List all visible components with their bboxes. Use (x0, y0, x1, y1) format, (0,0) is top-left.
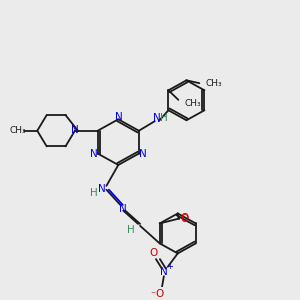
Text: O: O (156, 289, 164, 299)
Text: N: N (90, 149, 98, 160)
Text: O: O (180, 214, 189, 224)
Text: N: N (160, 267, 168, 278)
Text: H: H (127, 225, 135, 235)
Text: N: N (153, 113, 160, 123)
Text: N: N (71, 125, 79, 135)
Text: N: N (116, 112, 123, 122)
Text: N: N (98, 184, 105, 194)
Text: H: H (90, 188, 98, 199)
Text: CH₃: CH₃ (9, 126, 26, 135)
Text: +: + (167, 262, 173, 271)
Text: N: N (119, 204, 127, 214)
Text: CH₃: CH₃ (184, 99, 201, 108)
Text: CH₃: CH₃ (205, 79, 222, 88)
Text: ⁻: ⁻ (150, 290, 155, 300)
Text: O: O (180, 213, 189, 223)
Text: H: H (160, 113, 167, 123)
Text: N: N (139, 149, 147, 160)
Text: O: O (150, 248, 158, 258)
